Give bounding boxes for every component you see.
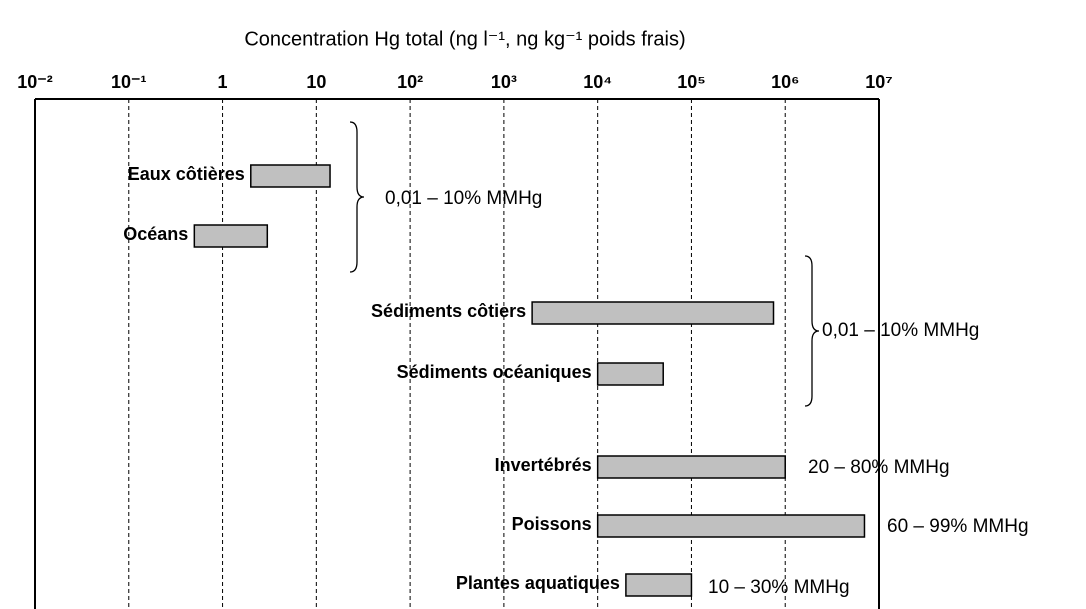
bracket	[349, 121, 365, 273]
annotation: 0,01 – 10% MMHg	[385, 188, 542, 209]
category-label: Sédiments côtiers	[371, 301, 526, 321]
annotation: 60 – 99% MMHg	[887, 516, 1029, 537]
chart-title: Concentration Hg total (ng l⁻¹, ng kg⁻¹ …	[244, 28, 685, 50]
bar	[596, 514, 866, 538]
x-tick-label: 10²	[397, 72, 423, 92]
category-label: Invertébrés	[495, 455, 592, 475]
x-tick-label: 10³	[491, 72, 517, 92]
x-tick-label: 10⁻¹	[111, 72, 147, 92]
bar	[531, 301, 775, 325]
x-tick-label: 10⁵	[677, 72, 705, 92]
x-tick-label: 10⁻²	[17, 72, 53, 92]
bar	[596, 362, 664, 386]
x-tick-label: 10⁴	[583, 72, 612, 92]
x-tick-label: 10	[306, 72, 326, 92]
bracket	[804, 255, 820, 407]
bar	[625, 573, 693, 597]
annotation: 20 – 80% MMHg	[808, 457, 950, 478]
category-label: Poissons	[512, 514, 592, 534]
category-label: Sédiments océaniques	[397, 362, 592, 382]
bar	[596, 455, 786, 479]
category-label: Eaux côtières	[128, 164, 245, 184]
bar	[193, 224, 269, 248]
x-tick-label: 1	[218, 72, 228, 92]
x-tick-label: 10⁶	[771, 72, 799, 92]
bar	[250, 164, 331, 188]
annotation: 0,01 – 10% MMHg	[822, 320, 979, 341]
category-label: Océans	[123, 224, 188, 244]
annotation: 10 – 30% MMHg	[708, 577, 850, 598]
x-tick-label: 10⁷	[865, 72, 892, 92]
category-label: Plantes aquatiques	[456, 573, 620, 593]
